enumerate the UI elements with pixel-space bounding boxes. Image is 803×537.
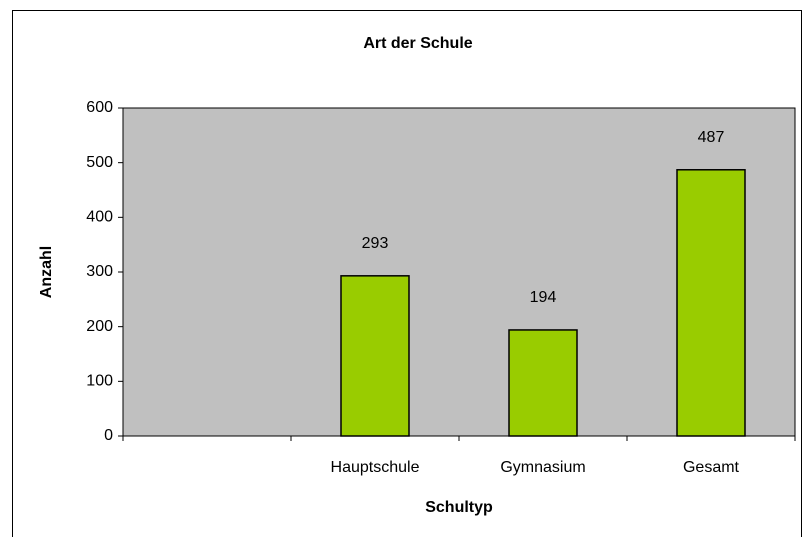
- x-tick-label: Gymnasium: [500, 459, 585, 476]
- y-tick-label: 200: [86, 318, 113, 335]
- y-tick-label: 600: [86, 99, 113, 116]
- x-tick-label: Hauptschule: [331, 459, 420, 476]
- bar: [676, 169, 746, 437]
- x-axis-title: Schultyp: [425, 499, 493, 516]
- data-label: 293: [362, 235, 389, 252]
- y-tick-label: 300: [86, 263, 113, 280]
- chart-title: Art der Schule: [363, 35, 472, 52]
- y-tick-label: 0: [104, 427, 113, 444]
- y-tick-label: 100: [86, 373, 113, 390]
- bar: [508, 329, 578, 437]
- data-label: 487: [698, 129, 725, 146]
- x-tick-label: Gesamt: [683, 459, 740, 476]
- bar: [340, 275, 410, 437]
- y-tick-label: 400: [86, 209, 113, 226]
- data-label: 194: [530, 289, 557, 306]
- y-tick-label: 500: [86, 154, 113, 171]
- y-axis-title: Anzahl: [38, 246, 55, 298]
